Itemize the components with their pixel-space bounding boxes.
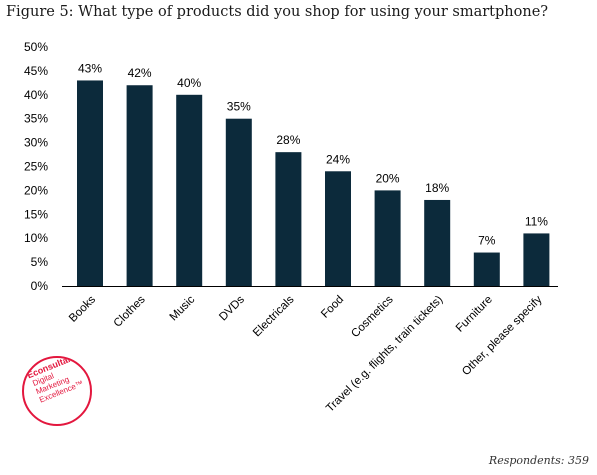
x-tick-label: Music: [168, 293, 198, 323]
figure-title: Figure 5: What type of products did you …: [6, 4, 549, 20]
bars: [77, 80, 550, 287]
y-axis-ticks: 0% 5% 10% 15% 20% 25% 30% 35% 40% 45% 50%: [24, 40, 48, 293]
x-tick-label: Clothes: [112, 293, 148, 329]
y-tick-label: 50%: [24, 40, 48, 54]
econsultancy-logo: Econsultancy Digital Marketing Excellenc…: [22, 356, 92, 426]
x-tick-label: DVDs: [217, 293, 247, 323]
y-tick-label: 35%: [24, 112, 48, 126]
y-tick-label: 45%: [24, 64, 48, 78]
y-tick-label: 30%: [24, 136, 48, 150]
data-label: 42%: [128, 66, 152, 80]
bar: [424, 199, 451, 286]
y-tick-label: 25%: [24, 160, 48, 174]
data-label: 20%: [376, 171, 400, 185]
y-tick-label: 10%: [24, 231, 48, 245]
bar: [523, 233, 550, 286]
x-tick-label: Electricals: [251, 293, 297, 339]
data-label: 7%: [478, 234, 496, 248]
y-tick-label: 0%: [31, 279, 49, 293]
respondents-count: Respondents: 359: [488, 454, 589, 467]
x-tick-label: Cosmetics: [349, 293, 396, 340]
y-tick-label: 15%: [24, 207, 48, 221]
data-label: 24%: [326, 152, 350, 166]
bar: [126, 85, 153, 287]
data-label: 40%: [177, 76, 201, 90]
y-tick-label: 5%: [31, 255, 49, 269]
data-label: 18%: [425, 181, 449, 195]
bar: [473, 252, 500, 286]
y-tick-label: 20%: [24, 183, 48, 197]
bar: [374, 190, 401, 286]
bar: [325, 171, 351, 286]
data-label: 43%: [78, 61, 102, 75]
data-label: 11%: [525, 214, 548, 228]
data-label: 35%: [227, 100, 251, 114]
data-labels: 43% 42% 40% 35% 28% 24% 20% 18% 7% 11%: [78, 61, 548, 247]
data-label: 28%: [276, 133, 300, 147]
x-tick-label: Food: [319, 294, 346, 321]
x-tick-label: Furniture: [454, 294, 495, 335]
logo-text: Econsultancy Digital Marketing Excellenc…: [26, 358, 90, 405]
y-tick-label: 40%: [24, 88, 48, 102]
x-tick-label: Books: [67, 293, 98, 324]
bar: [275, 152, 302, 286]
bar: [225, 118, 252, 286]
x-axis-ticks: Books Clothes Music DVDs Electricals Food Cosm…: [67, 293, 545, 414]
bar: [176, 94, 203, 286]
bar: [77, 80, 103, 287]
